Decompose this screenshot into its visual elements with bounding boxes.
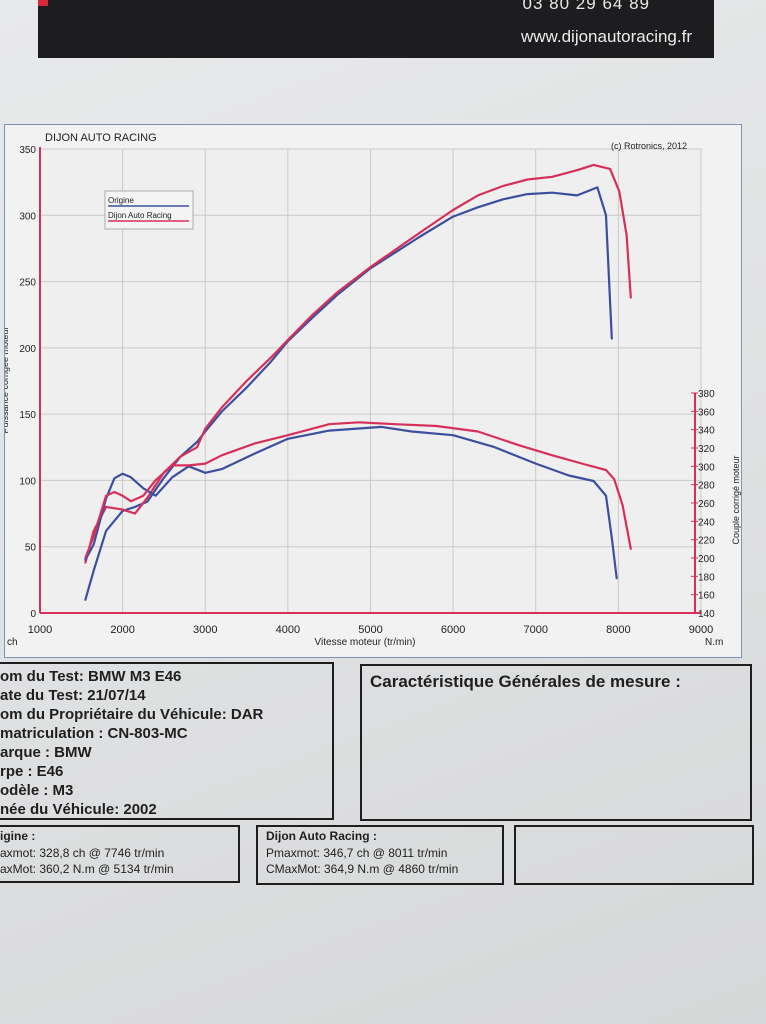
- series-line-torque-origine: [84, 425, 618, 580]
- x-tick-label: 8000: [606, 624, 630, 636]
- test-info-line: om du Test: BMW M3 E46: [0, 668, 182, 685]
- y-left-tick-label: 300: [19, 211, 36, 222]
- y-right-axis-label: Couple corrigé moteur: [731, 455, 741, 544]
- test-info-line: matriculation : CN-803-MC: [0, 725, 188, 742]
- y-right-tick-label: 180: [698, 572, 715, 583]
- x-tick-label: 5000: [358, 624, 382, 636]
- characteristics-box: Caractéristique Générales de mesure :: [360, 664, 752, 821]
- x-tick-label: 3000: [193, 624, 217, 636]
- chart-copyright: (c) Rotronics, 2012: [611, 141, 687, 151]
- x-tick-label: 1000: [28, 624, 52, 636]
- y-left-tick-label: 250: [19, 278, 36, 289]
- y-right-tick-label: 300: [698, 462, 715, 473]
- dar-max-torque: CMaxMot: 364,9 N.m @ 4860 tr/min: [266, 862, 459, 876]
- legend-label: Origine: [108, 196, 134, 205]
- y-left-tick-label: 0: [30, 609, 36, 620]
- empty-notes-box: [514, 825, 754, 885]
- x-tick-label: 6000: [441, 624, 465, 636]
- y-right-tick-label: 340: [698, 426, 715, 437]
- test-info-box: om du Test: BMW M3 E46 ate du Test: 21/0…: [0, 662, 334, 820]
- y-right-tick-label: 320: [698, 444, 715, 455]
- header-banner: 03 80 29 64 89 www.dijonautoracing.fr: [38, 0, 714, 58]
- y-right-tick-label: 280: [698, 481, 715, 492]
- dyno-chart-frame: 1000 2000 3000 4000 5000 6000 7000 8000 9000 0 50 1…: [4, 124, 742, 658]
- y-left-tick-label: 100: [19, 476, 36, 487]
- x-tick-label: 4000: [276, 624, 300, 636]
- y-right-tick-label: 260: [698, 499, 715, 510]
- y-left-tick-label: 350: [19, 145, 36, 156]
- phone-number: 03 80 29 64 89: [522, 0, 650, 13]
- test-info-line: rpe : E46: [0, 763, 64, 780]
- x-tick-label: 7000: [524, 624, 548, 636]
- x-tick-label: 2000: [110, 624, 134, 636]
- test-info-line: ate du Test: 21/07/14: [0, 687, 146, 704]
- dar-results-box: Dijon Auto Racing : Pmaxmot: 346,7 ch @ …: [256, 825, 504, 885]
- origin-results-title: igine :: [0, 829, 36, 843]
- chart-title: DIJON AUTO RACING: [45, 132, 157, 144]
- test-info-line: odèle : M3: [0, 782, 74, 799]
- test-info-line: née du Véhicule: 2002: [0, 801, 157, 818]
- x-unit-left: ch: [7, 637, 18, 648]
- legend-box: [104, 190, 194, 230]
- y-right-tick-label: 360: [698, 407, 715, 418]
- origin-max-torque: axMot: 360,2 N.m @ 5134 tr/min: [0, 862, 174, 876]
- dyno-chart: 1000 2000 3000 4000 5000 6000 7000 8000 9000 0 50 1…: [5, 132, 741, 648]
- dar-results-title: Dijon Auto Racing :: [266, 829, 377, 843]
- y-left-tick-label: 50: [25, 543, 37, 554]
- origin-max-power: axmot: 328,8 ch @ 7746 tr/min: [0, 846, 165, 860]
- y-right-tick-label: 240: [698, 517, 715, 528]
- y-right-tick-label: 380: [698, 389, 715, 400]
- dar-max-power: Pmaxmot: 346,7 ch @ 8011 tr/min: [266, 846, 448, 860]
- y-right-tick-label: 140: [698, 609, 715, 620]
- x-unit-right: N.m: [705, 637, 723, 648]
- y-left-axis-label: Puissance corrigée moteur: [5, 326, 10, 433]
- x-axis-label: Vitesse moteur (tr/min): [315, 637, 416, 648]
- test-info-line: om du Propriétaire du Véhicule: DAR: [0, 706, 264, 723]
- website-url: www.dijonautoracing.fr: [520, 27, 692, 46]
- origin-results-box: igine : axmot: 328,8 ch @ 7746 tr/min ax…: [0, 825, 240, 883]
- y-left-tick-label: 200: [19, 344, 36, 355]
- test-info-line: arque : BMW: [0, 744, 92, 761]
- logo-fragment: [38, 0, 48, 6]
- y-right-tick-label: 160: [698, 591, 715, 602]
- series-line-torque-dar: [84, 421, 632, 560]
- legend-label: Dijon Auto Racing: [108, 211, 172, 220]
- y-right-tick-label: 200: [698, 554, 715, 565]
- y-left-tick-label: 150: [19, 410, 36, 421]
- series-line-power-dar: [84, 163, 632, 564]
- x-tick-label: 9000: [689, 624, 713, 636]
- characteristics-title: Caractéristique Générales de mesure :: [370, 672, 681, 691]
- y-right-tick-label: 220: [698, 536, 715, 547]
